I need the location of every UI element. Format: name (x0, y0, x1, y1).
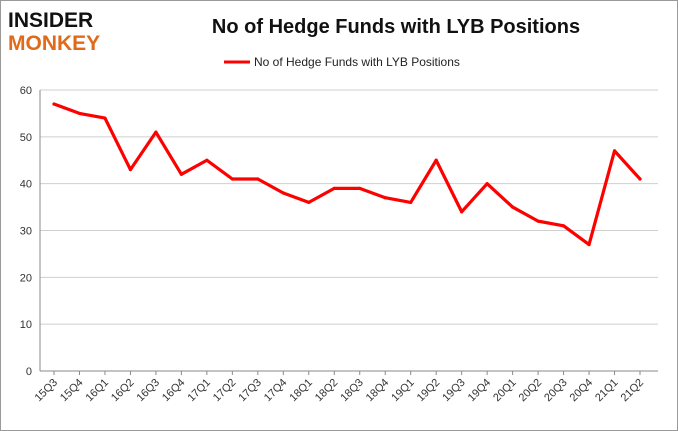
chart-title: No of Hedge Funds with LYB Positions (212, 16, 580, 38)
data-point (587, 242, 591, 247)
x-tick-label: 19Q4 (466, 377, 494, 405)
data-point (77, 111, 82, 116)
legend: No of Hedge Funds with LYB Positions (224, 55, 460, 69)
x-tick-label: 17Q3 (236, 377, 264, 405)
y-tick-label: 60 (20, 85, 32, 97)
data-point (52, 102, 56, 106)
data-point (561, 224, 566, 228)
data-point (638, 177, 642, 181)
data-point (154, 130, 158, 134)
data-point (485, 182, 489, 186)
data-point (409, 200, 413, 204)
data-point (103, 116, 107, 120)
x-tick-label: 18Q3 (338, 377, 366, 405)
data-point (536, 219, 540, 223)
x-tick-label: 16Q4 (160, 377, 188, 405)
y-tick-label: 10 (20, 319, 32, 331)
data-point (434, 158, 438, 162)
data-point (460, 210, 464, 214)
y-tick-label: 30 (20, 226, 32, 238)
data-point (179, 172, 183, 176)
y-tick-label: 0 (26, 366, 32, 378)
data-point (332, 186, 336, 190)
x-tick-label: 17Q2 (211, 377, 239, 405)
x-tick-label: 18Q2 (313, 377, 341, 405)
x-tick-label: 20Q4 (568, 377, 596, 405)
y-tick-label: 40 (20, 179, 32, 191)
x-tick-label: 20Q1 (491, 377, 519, 405)
logo-text-monkey: MONKEY (8, 32, 100, 55)
x-tick-label: 20Q2 (517, 377, 545, 405)
logo-text-insider: INSIDER (8, 9, 93, 32)
axes (39, 90, 658, 375)
x-tick-label: 15Q3 (33, 377, 61, 405)
data-point (256, 177, 260, 181)
x-tick-label: 17Q1 (185, 377, 213, 405)
x-tick-label: 19Q3 (440, 377, 468, 405)
grid (40, 89, 658, 325)
data-point (230, 177, 234, 181)
y-tick-labels: 0 10 20 30 40 50 60 (20, 85, 32, 378)
data-point (281, 191, 285, 195)
y-tick-label: 50 (20, 132, 32, 144)
x-tick-label: 19Q1 (389, 377, 417, 405)
data-point (205, 158, 209, 162)
data-point (383, 196, 387, 200)
y-tick-label: 20 (20, 272, 32, 284)
series-line (52, 102, 642, 247)
x-tick-label: 15Q4 (58, 377, 86, 405)
legend-label: No of Hedge Funds with LYB Positions (254, 55, 460, 69)
x-tick-label: 19Q2 (415, 377, 443, 405)
x-tick-label: 18Q1 (287, 377, 315, 405)
data-point (612, 149, 617, 153)
x-tick-label: 16Q1 (84, 377, 112, 405)
data-point (511, 205, 515, 209)
series-layer (52, 102, 642, 247)
data-point (358, 186, 362, 190)
x-tick-label: 21Q1 (593, 377, 621, 405)
x-tick-label: 20Q3 (542, 377, 570, 405)
x-tick-label: 16Q3 (135, 377, 163, 405)
x-tick-label: 17Q4 (262, 377, 290, 405)
data-point (307, 200, 311, 204)
data-point (128, 168, 133, 172)
x-tick-label: 18Q4 (364, 377, 392, 405)
x-tick-labels: 15Q315Q416Q116Q216Q316Q417Q117Q217Q317Q4… (33, 377, 647, 405)
x-tick-label: 21Q2 (619, 377, 647, 405)
x-tick-label: 16Q2 (109, 377, 137, 405)
